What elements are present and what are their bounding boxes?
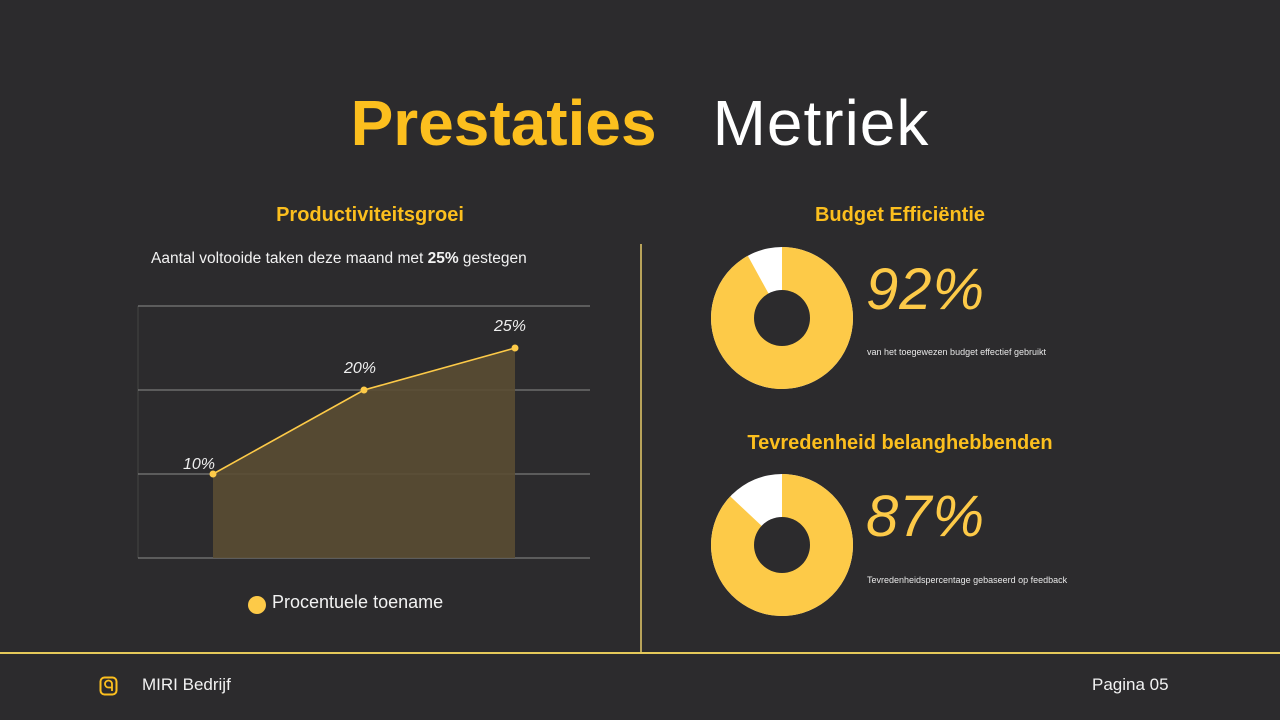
donut-hole [754,517,810,573]
data-label: 10% [183,456,215,473]
productivity-title: Productiviteitsgroei [276,204,464,226]
donut-chart-budget [711,247,853,389]
highlight-value: 25% [427,250,459,267]
chart-legend: Procentuele toename [248,590,443,614]
vertical-divider [640,244,642,654]
page-title-bold: Prestaties [350,87,657,159]
data-point [360,386,368,394]
data-label: 20% [343,360,376,377]
legend-dot-icon [248,596,266,614]
satisfaction-title: Tevredenheid belanghebbenden [747,432,1053,454]
satisfaction-description: Tevredenheidspercentage gebaseerd op fee… [867,575,1068,585]
footer-divider [0,652,1280,654]
area-fill [213,348,515,558]
company-name: MIRI Bedrijf [142,675,231,694]
legend-label: Procentuele toename [272,591,444,612]
data-point [511,344,519,352]
data-point [209,470,217,478]
logo-icon [99,676,118,696]
budget-title: Budget Efficiëntie [814,204,985,226]
budget-value: 92% [866,257,986,322]
satisfaction-value: 87% [866,484,986,549]
donut-hole [754,290,810,346]
productivity-subtitle: Aantal voltooide taken deze maand met 25… [151,250,527,267]
page-title-light: Metriek [712,87,930,159]
area-series: 10% 20% 25% [183,318,526,558]
budget-description: van het toegewezen budget effectief gebr… [867,347,1046,357]
page-number: Pagina 05 [1092,675,1169,694]
donut-chart-satisfaction [710,474,853,616]
page-title: Prestaties Metriek [0,86,1280,160]
data-label: 25% [493,318,526,335]
